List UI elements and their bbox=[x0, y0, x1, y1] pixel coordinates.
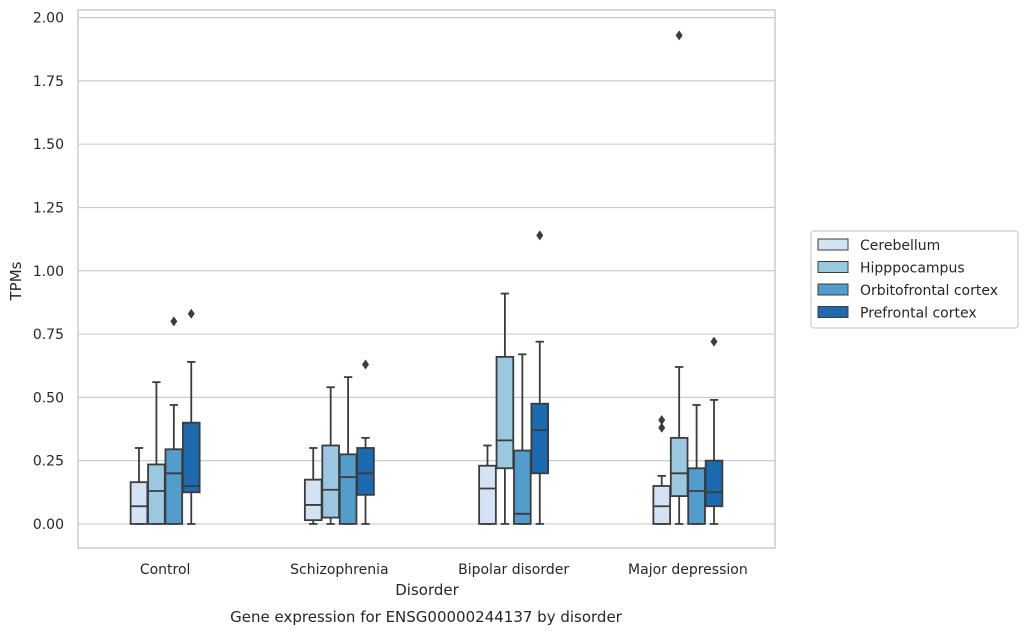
box-body bbox=[669, 436, 689, 497]
box-0-2 bbox=[164, 316, 184, 525]
y-tick-label: 1.00 bbox=[33, 264, 64, 280]
legend-label: Cerebellum bbox=[860, 238, 940, 254]
outlier-point bbox=[536, 230, 544, 241]
box-body bbox=[321, 444, 340, 519]
y-tick-label: 0.50 bbox=[33, 390, 64, 406]
box-0-0 bbox=[129, 447, 149, 525]
x-axis-label: Disorder bbox=[395, 581, 459, 599]
outlier-point bbox=[675, 30, 683, 41]
box-2-3 bbox=[530, 230, 550, 525]
x-tick-label: Bipolar disorder bbox=[458, 562, 569, 578]
box-body bbox=[495, 355, 515, 470]
outlier-point bbox=[187, 308, 195, 319]
box-3-2 bbox=[687, 404, 706, 525]
y-tick-label: 1.25 bbox=[33, 200, 64, 216]
chart-caption: Gene expression for ENSG00000244137 by d… bbox=[230, 608, 623, 626]
legend-label: Prefrontal cortex bbox=[860, 306, 977, 322]
box-body bbox=[129, 481, 149, 525]
box-body bbox=[181, 421, 201, 494]
outlier-point bbox=[658, 422, 666, 433]
y-axis-label: TPMs bbox=[7, 261, 25, 301]
box-2-1 bbox=[495, 292, 515, 525]
box-body bbox=[303, 478, 323, 522]
y-tick-label: 0.75 bbox=[33, 327, 64, 343]
plot-frame bbox=[77, 9, 776, 549]
box-body bbox=[164, 448, 184, 525]
box-body bbox=[338, 453, 358, 525]
legend-swatch bbox=[817, 283, 849, 296]
y-tick-label: 1.75 bbox=[33, 74, 64, 90]
y-tick-labels: 0.00 0.25 0.50 0.75 1.00 1.25 1.50 1.75 2.00 bbox=[33, 11, 64, 533]
box-2-0 bbox=[478, 444, 497, 525]
boxes bbox=[129, 30, 724, 525]
legend-label: Orbitofrontal cortex bbox=[860, 283, 998, 299]
box-1-3 bbox=[356, 359, 375, 525]
legend-swatch bbox=[817, 261, 849, 273]
outlier-point bbox=[658, 415, 666, 426]
x-tick-label: Schizophrenia bbox=[290, 562, 388, 578]
box-2-2 bbox=[513, 353, 532, 525]
outlier-point bbox=[710, 336, 718, 347]
x-tick-labels: Control Schizophrenia Bipolar disorder Majo… bbox=[140, 562, 748, 578]
legend-swatch bbox=[817, 238, 849, 251]
outlier-point bbox=[170, 316, 178, 327]
box-body bbox=[478, 464, 497, 525]
box-1-2 bbox=[338, 376, 358, 525]
box-body bbox=[356, 447, 375, 496]
box-body bbox=[513, 449, 532, 525]
y-tick-label: 0.25 bbox=[33, 454, 64, 470]
box-1-0 bbox=[303, 447, 323, 525]
box-1-1 bbox=[321, 386, 340, 525]
legend-frame bbox=[810, 230, 1019, 329]
x-tick-label: Control bbox=[140, 562, 191, 578]
box-body bbox=[687, 467, 706, 525]
box-body bbox=[652, 485, 672, 525]
box-3-1 bbox=[669, 30, 689, 525]
legend-swatch bbox=[817, 306, 849, 318]
y-tick-label: 0.00 bbox=[33, 517, 64, 533]
box-3-3 bbox=[704, 336, 724, 525]
box-body bbox=[704, 459, 724, 508]
outlier-point bbox=[362, 359, 370, 370]
box-body bbox=[147, 463, 166, 525]
y-tick-label: 1.50 bbox=[33, 137, 64, 153]
box-0-1 bbox=[147, 381, 166, 525]
box-0-3 bbox=[181, 308, 201, 525]
box-3-0 bbox=[652, 415, 672, 525]
y-tick-label: 2.00 bbox=[33, 11, 64, 27]
legend-label: Hipppocampus bbox=[860, 261, 965, 277]
legend: Cerebellum Hipppocampus Orbitofrontal cort… bbox=[810, 230, 1019, 329]
x-tick-label: Major depression bbox=[628, 562, 748, 578]
box-body bbox=[530, 402, 550, 475]
